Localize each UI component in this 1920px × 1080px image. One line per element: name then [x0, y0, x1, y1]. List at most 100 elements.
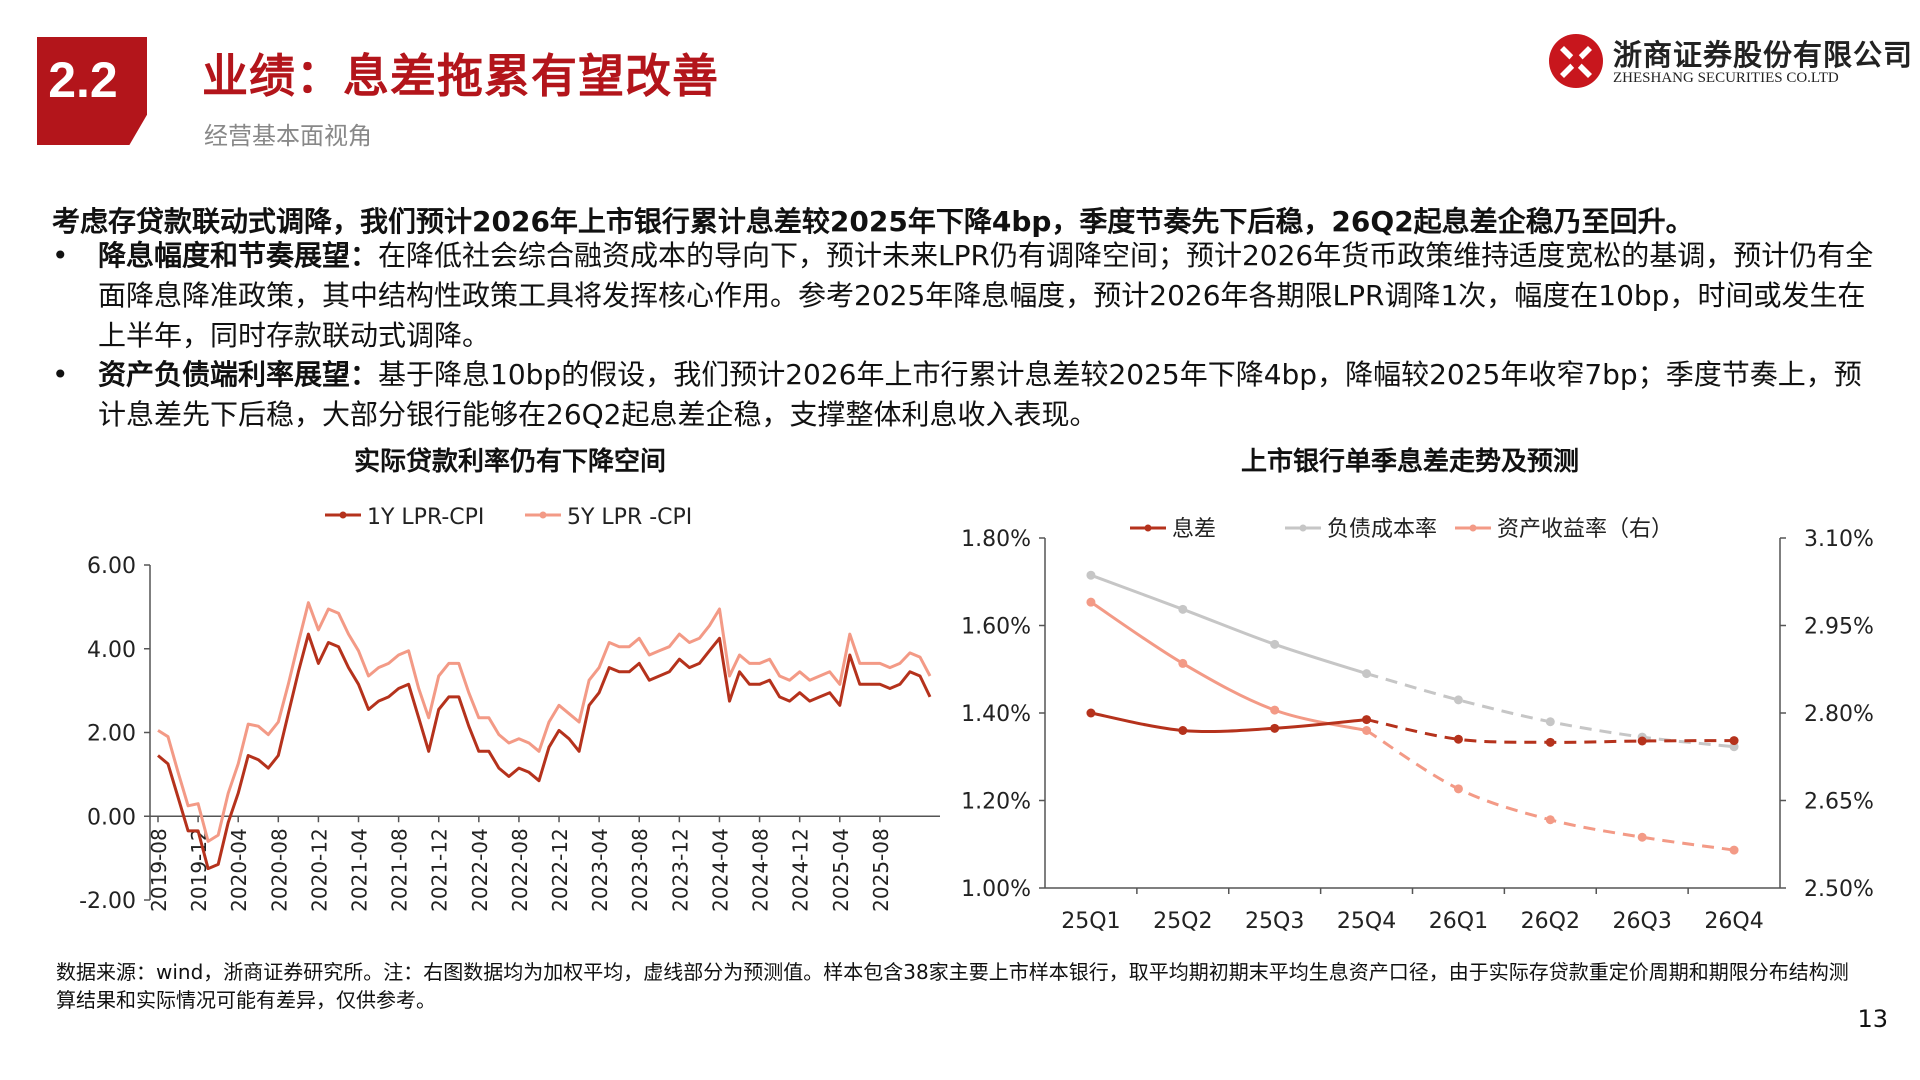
legend-label: 息差 — [1172, 517, 1216, 542]
x-tick-label: 2020-12 — [307, 828, 331, 912]
lead-statement: 考虑存贷款联动式调降，我们预计2026年上市银行累计息差较2025年下降4bp，… — [52, 205, 1694, 238]
section-badge: 2.2 — [37, 37, 147, 145]
x-tick-label: 2020-08 — [267, 828, 291, 912]
logo-english-name: ZHESHANG SECURITIES CO.LTD — [1613, 70, 1839, 86]
bullet-marker: • — [52, 239, 69, 272]
section-number: 2.2 — [48, 52, 118, 108]
x-tick-label: 2025-08 — [869, 828, 893, 912]
y-tick-label-right: 2.65% — [1804, 790, 1874, 815]
x-tick-label: 2021-12 — [428, 828, 452, 912]
series-point — [1270, 723, 1280, 733]
series-line — [157, 601, 932, 843]
x-tick-label: 2023-04 — [588, 828, 612, 912]
bullet-balance-sheet-outlook: • 资产负债端利率展望：基于降息10bp的假设，我们预计2026年上市行累计息差… — [52, 355, 1882, 435]
series-point — [1729, 845, 1739, 855]
bullet-text: 在降低社会综合融资成本的导向下，预计未来LPR仍有调降空间；预计2026年货币政… — [98, 239, 1874, 352]
series-point — [1362, 726, 1372, 735]
series-point — [1545, 815, 1555, 825]
y-tick-label-right: 2.50% — [1804, 877, 1874, 902]
x-tick-label: 26Q4 — [1704, 909, 1763, 934]
y-tick-label-left: 1.80% — [961, 527, 1031, 552]
bullet-label: 资产负债端利率展望： — [98, 358, 379, 391]
y-tick-label: 6.00 — [87, 554, 136, 579]
real-loan-rate-chart: 实际贷款利率仍有下降空间 1Y LPR-CPI 5Y LPR -CPI 6.00 4.0… — [79, 446, 940, 914]
y-tick-label-left: 1.60% — [961, 615, 1031, 640]
series-actual-line — [1090, 711, 1367, 734]
bullet-marker: • — [52, 358, 69, 391]
legend-label: 1Y LPR-CPI — [367, 505, 484, 530]
bullet-rate-cut-outlook: • 降息幅度和节奏展望：在降低社会综合融资成本的导向下，预计未来LPR仍有调降空… — [52, 236, 1882, 356]
legend-marker — [1144, 524, 1152, 532]
zheshang-logo-icon — [1549, 34, 1603, 88]
series-actual-line — [1090, 573, 1368, 676]
legend-label: 5Y LPR -CPI — [567, 505, 692, 530]
x-tick-label: 2020-04 — [227, 828, 251, 912]
x-tick-label: 2024-12 — [789, 828, 813, 912]
series-point — [1729, 736, 1739, 746]
x-tick-label: 25Q4 — [1337, 909, 1396, 934]
x-tick-label: 25Q3 — [1245, 909, 1304, 934]
logo-chinese-name: 浙商证券股份有限公司 — [1613, 38, 1914, 72]
y-tick-label-right: 2.95% — [1804, 615, 1874, 640]
x-tick-label: 2021-04 — [348, 828, 372, 912]
y-tick-label: 2.00 — [87, 722, 136, 747]
series-point — [1362, 669, 1372, 679]
series-point — [1545, 717, 1555, 727]
x-tick-label: 2023-12 — [668, 828, 692, 912]
series-point — [1637, 736, 1647, 746]
legend-label: 负债成本率 — [1327, 517, 1437, 542]
chart-title: 实际贷款利率仍有下降空间 — [354, 446, 666, 477]
series-point — [1453, 784, 1463, 794]
series-forecast-line — [1365, 729, 1735, 852]
x-tick-label: 2024-08 — [749, 828, 773, 912]
y-tick-label-right: 3.10% — [1804, 527, 1874, 552]
legend-marker — [539, 511, 547, 519]
page-number: 13 — [1857, 1005, 1888, 1033]
x-tick-label: 26Q3 — [1613, 909, 1672, 934]
x-tick-label: 26Q1 — [1429, 909, 1488, 934]
x-tick-label: 2024-04 — [708, 828, 732, 912]
legend-label: 资产收益率（右） — [1497, 517, 1673, 542]
x-tick-label: 2019-08 — [147, 828, 171, 912]
footnote: 数据来源：wind，浙商证券研究所。注：右图数据均为加权平均，虚线部分为预测值。… — [56, 960, 1849, 1012]
y-tick-label-left: 1.20% — [961, 790, 1031, 815]
series-point — [1270, 705, 1280, 715]
page-title: 业绩：息差拖累有望改善 — [202, 49, 719, 103]
y-tick-label: -2.00 — [79, 889, 136, 914]
x-tick-label: 25Q1 — [1061, 909, 1120, 934]
y-tick-label: 4.00 — [87, 638, 136, 663]
x-tick-label: 25Q2 — [1153, 909, 1212, 934]
bullet-label: 降息幅度和节奏展望： — [98, 239, 379, 272]
series-point — [1545, 737, 1555, 747]
y-tick-label-left: 1.40% — [961, 702, 1031, 727]
x-tick-label: 2022-04 — [468, 828, 492, 912]
series-point — [1178, 658, 1188, 668]
x-tick-label: 26Q2 — [1521, 909, 1580, 934]
series-point — [1086, 597, 1096, 607]
company-logo: 浙商证券股份有限公司 ZHESHANG SECURITIES CO.LTD — [1547, 30, 1912, 92]
x-tick-label: 2021-08 — [388, 828, 412, 912]
series-point — [1178, 726, 1188, 735]
chart-title: 上市银行单季息差走势及预测 — [1241, 446, 1579, 477]
x-tick-label: 2023-08 — [628, 828, 652, 912]
series-point — [1453, 695, 1463, 705]
x-tick-label: 2022-12 — [548, 828, 572, 912]
x-tick-label: 2022-08 — [508, 828, 532, 912]
page-subtitle: 经营基本面视角 — [204, 122, 372, 150]
y-tick-label-left: 1.00% — [961, 877, 1031, 902]
series-point — [1270, 639, 1280, 649]
series-point — [1178, 604, 1188, 614]
y-tick-label: 0.00 — [87, 805, 136, 830]
series-point — [1086, 570, 1096, 580]
series-point — [1637, 832, 1647, 842]
series-forecast-line — [1366, 672, 1735, 749]
y-tick-label-right: 2.80% — [1804, 702, 1874, 727]
series-point — [1086, 708, 1096, 718]
legend-marker — [1299, 524, 1307, 532]
legend-marker — [1469, 524, 1477, 532]
series-point — [1362, 715, 1372, 725]
legend-marker — [339, 511, 347, 519]
series-actual-line — [1090, 600, 1367, 732]
series-line — [157, 632, 932, 871]
